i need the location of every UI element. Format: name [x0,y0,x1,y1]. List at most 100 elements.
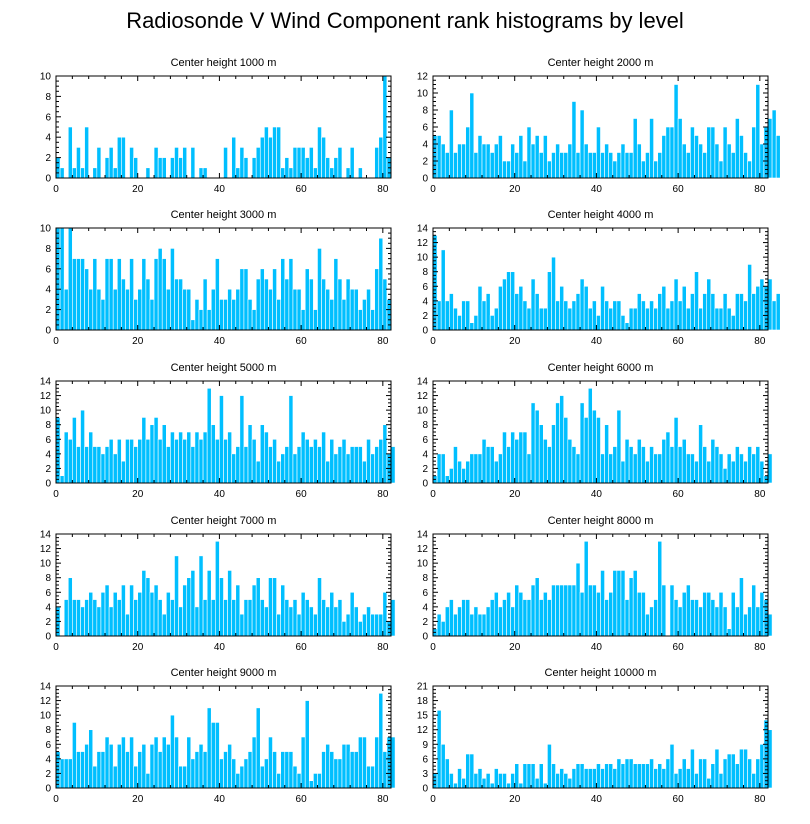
histogram-bar [129,147,134,179]
histogram-bar [767,613,773,637]
histogram-bar [690,748,695,789]
histogram-bar [502,278,507,331]
histogram-bar [767,453,773,484]
histogram-bar [153,736,159,789]
histogram-bar [583,285,589,331]
histogram-bar [579,109,585,179]
histogram-bar [526,763,532,789]
x-tick-label: 20 [509,642,521,653]
y-tick-label: 14 [40,530,52,541]
histogram-bar [698,307,703,331]
histogram-bar [551,152,556,179]
histogram-bar [751,293,757,331]
histogram-bar [645,763,650,789]
histogram-bar [669,584,675,637]
histogram-bar [657,453,663,484]
histogram-bar [751,126,757,179]
histogram-bar [771,109,777,179]
histogram-bar [292,147,298,179]
histogram-bar [653,768,658,789]
histogram-bar [317,446,322,484]
histogram-bar [268,577,273,637]
histogram-bar [567,438,573,484]
panel-title: Center height 3000 m [171,209,277,221]
histogram-bar [530,402,536,484]
histogram-bar [522,763,528,789]
histogram-bar [665,307,671,331]
histogram-bar [125,613,130,637]
histogram-bar [349,751,355,789]
histogram-bar [72,167,77,179]
histogram-bar [194,606,200,637]
histogram-bar [141,743,147,789]
histogram-bar [284,157,290,179]
histogram-bar [624,322,630,331]
histogram-bar [153,258,159,331]
histogram-bar [522,599,528,637]
y-tick-label: 4 [422,140,428,151]
histogram-bar [153,147,159,179]
histogram-bar [481,777,487,789]
histogram-bar [608,453,614,484]
histogram-bar [219,395,224,484]
y-tick-label: 9 [422,740,428,751]
histogram-bar [514,293,520,331]
histogram-bar [710,126,716,179]
histogram-bar [751,453,757,484]
histogram-bar [657,763,663,789]
histogram-bar [485,446,491,484]
histogram-bar [526,126,532,179]
x-tick-label: 20 [509,489,521,500]
x-tick-label: 40 [214,642,226,653]
histogram-bar [628,758,634,789]
histogram-bar [567,584,573,637]
histogram-bar [473,315,479,331]
histogram-bar [247,299,253,331]
histogram-bar [551,256,556,331]
histogram-bar [72,417,77,484]
y-tick-label: 6 [45,740,51,751]
histogram-bar [620,763,626,789]
histogram-bar [280,167,286,179]
histogram-bar [202,167,208,179]
histogram-bar [329,751,335,789]
x-tick-label: 0 [53,489,59,500]
histogram-bar [378,692,384,789]
histogram-bar [300,431,306,484]
histogram-bar [534,409,540,484]
y-tick-label: 14 [417,530,429,541]
histogram-bar [121,136,126,179]
y-tick-label: 12 [417,725,429,736]
histogram-bar [116,743,122,789]
y-tick-label: 4 [422,296,428,307]
histogram-bar [473,606,479,637]
histogram-bar [706,460,712,484]
histogram-bar [272,268,277,331]
histogram-bar [534,577,540,637]
histogram-bar [583,417,589,484]
histogram-bar [161,736,167,789]
histogram-bar [247,599,253,637]
histogram-bar [636,293,642,331]
histogram-bar [661,584,667,637]
histogram-bar [288,258,294,331]
histogram-bar [325,460,331,484]
y-tick-label: 0 [45,632,51,643]
histogram-bar [112,453,118,484]
histogram-bar [739,577,744,637]
histogram-bar [133,765,139,789]
histogram-bar [370,613,375,637]
histogram-bar [153,584,159,637]
y-tick-label: 10 [417,406,429,417]
histogram-bar [669,300,675,331]
histogram-bar [333,258,339,331]
x-tick-label: 20 [132,794,144,805]
histogram-bar [743,748,748,789]
histogram-bar [702,591,708,637]
x-tick-label: 0 [53,184,59,195]
histogram-bar [161,258,167,331]
histogram-bar [345,278,351,331]
histogram-bar [514,584,520,637]
histogram-bar [362,613,367,637]
histogram-bar [166,446,171,484]
